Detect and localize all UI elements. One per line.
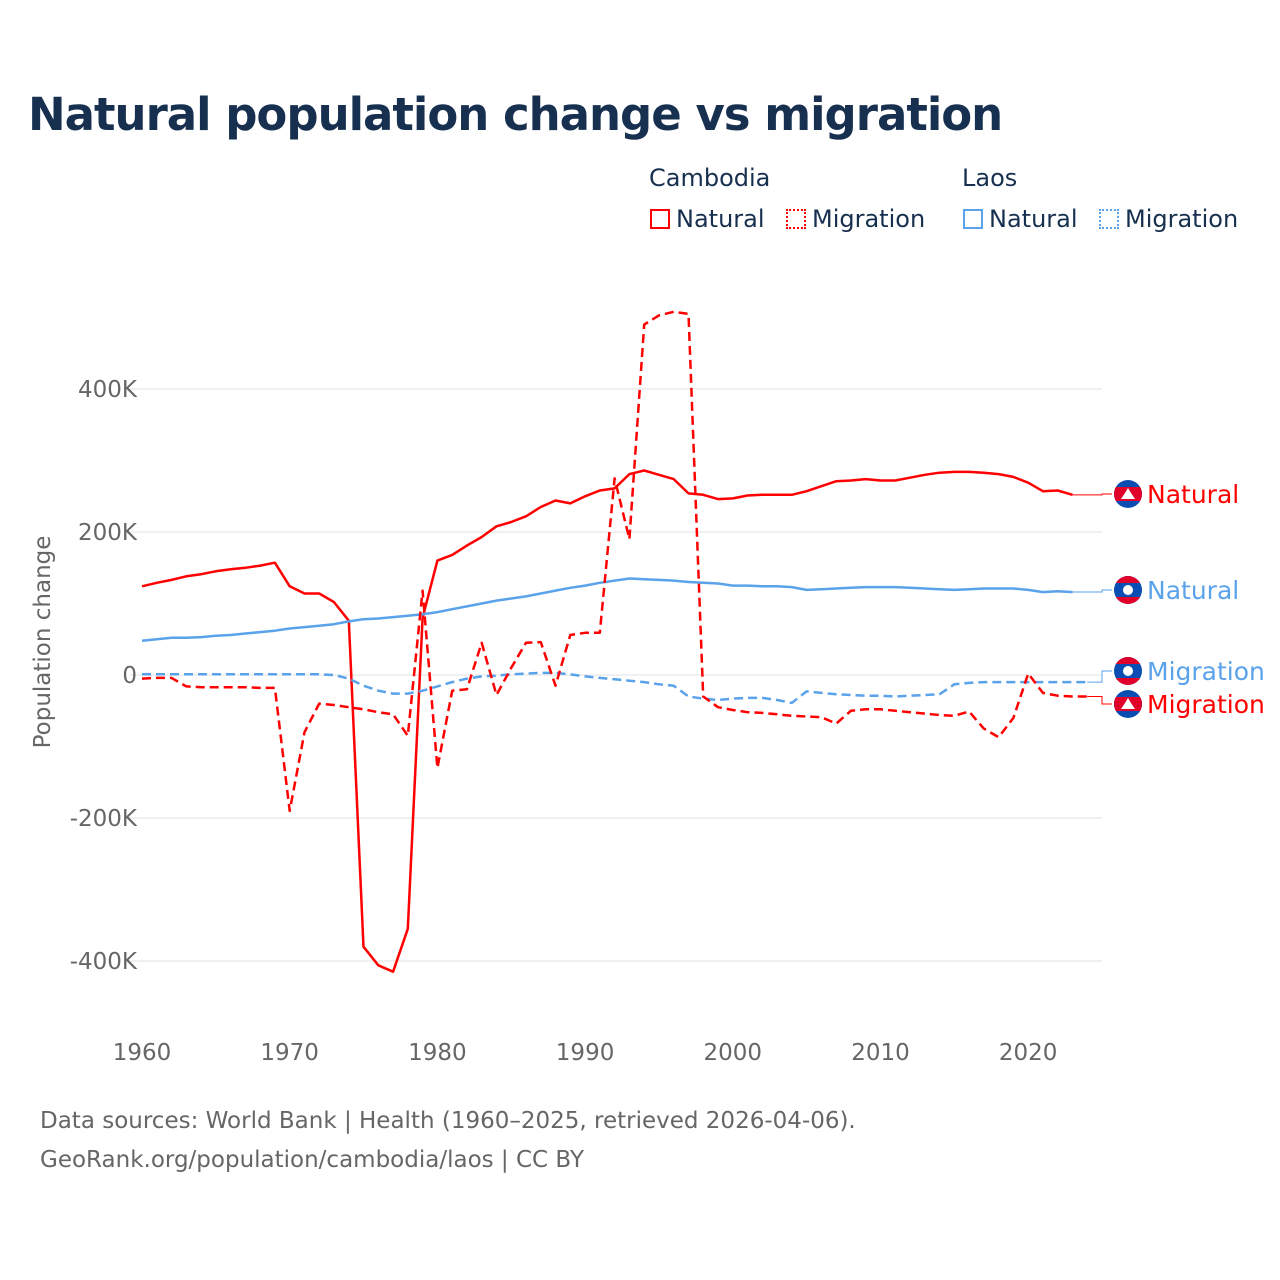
y-tick-label: 0 [122, 663, 137, 689]
legend-cambodia-migration[interactable]: Migration [786, 205, 925, 233]
series-end-label: Migration [1147, 690, 1265, 719]
series-line-cambodia-migration[interactable] [141, 310, 1088, 813]
x-tick-label: 1970 [260, 1040, 319, 1066]
footer-source: Data sources: World Bank | Health (1960–… [40, 1108, 856, 1134]
legend-swatch-dotted [786, 209, 806, 229]
y-tick-label: 200K [78, 520, 138, 546]
series-line-cambodia-natural[interactable] [141, 469, 1073, 973]
legend-label: Natural [676, 205, 765, 233]
legend-label: Migration [812, 205, 926, 233]
cambodia-flag-icon [1114, 480, 1142, 508]
y-axis-label: Population change [30, 536, 56, 749]
legend-swatch-solid [650, 209, 670, 229]
legend-group-laos: Laos [962, 164, 1018, 192]
y-tick-label: -400K [70, 949, 138, 975]
x-tick-label: 2010 [851, 1040, 910, 1066]
legend-group-cambodia: Cambodia [649, 164, 771, 192]
x-tick-label: 1990 [556, 1040, 615, 1066]
legend-swatch-dotted [1099, 209, 1119, 229]
series-end-label: Natural [1147, 480, 1239, 509]
x-tick-label: 1980 [408, 1040, 467, 1066]
end-label-connector [1072, 589, 1112, 593]
x-tick-label: 2020 [999, 1040, 1058, 1066]
end-label-connector [1087, 695, 1112, 705]
laos-flag-icon [1114, 657, 1142, 685]
legend-label: Natural [989, 205, 1078, 233]
y-tick-label: -200K [70, 806, 138, 832]
legend-label: Migration [1125, 205, 1239, 233]
cambodia-flag-icon [1114, 690, 1142, 718]
footer-credit: GeoRank.org/population/cambodia/laos | C… [40, 1147, 584, 1173]
y-tick-label: 400K [78, 377, 138, 403]
x-tick-label: 2000 [703, 1040, 762, 1066]
series-line-laos-natural[interactable] [141, 577, 1073, 642]
x-tick-label: 1960 [113, 1040, 172, 1066]
legend-swatch-solid [963, 209, 983, 229]
end-label-connector [1072, 493, 1112, 496]
laos-flag-icon [1114, 576, 1142, 604]
series-end-label: Natural [1147, 576, 1239, 605]
end-label-connector [1087, 670, 1112, 683]
legend-laos-migration[interactable]: Migration [1099, 205, 1238, 233]
legend-laos-natural[interactable]: Natural [963, 205, 1078, 233]
series-line-laos-migration[interactable] [142, 671, 1088, 705]
chart-title: Natural population change vs migration [28, 88, 1003, 141]
series-end-label: Migration [1147, 657, 1265, 686]
legend-cambodia-natural[interactable]: Natural [650, 205, 765, 233]
